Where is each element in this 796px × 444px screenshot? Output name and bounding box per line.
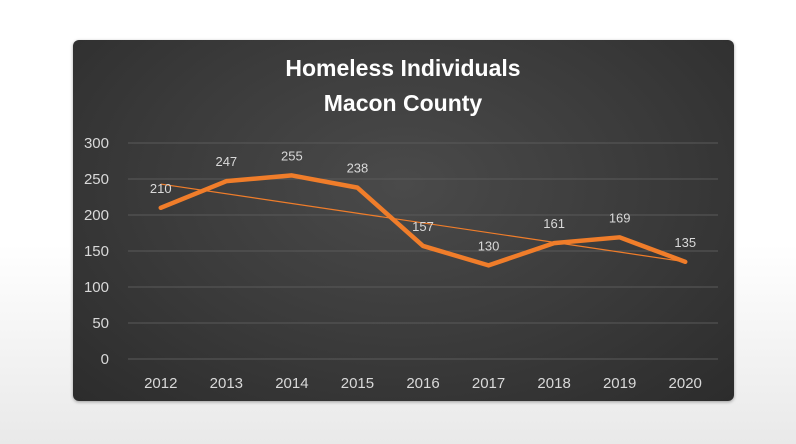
data-label: 255 <box>281 148 303 163</box>
y-tick-label: 50 <box>92 315 109 332</box>
x-tick-label: 2019 <box>603 375 636 392</box>
data-label: 135 <box>674 235 696 250</box>
chart-title-line-2: Macon County <box>324 90 483 116</box>
data-label: 130 <box>478 238 500 253</box>
x-tick-label: 2018 <box>537 375 570 392</box>
y-tick-label: 200 <box>84 207 109 224</box>
data-label: 161 <box>543 216 565 231</box>
y-tick-label: 0 <box>101 351 109 368</box>
line-chart: Homeless Individuals Macon County 0 50 100… <box>84 55 718 392</box>
y-tick-label: 300 <box>84 135 109 152</box>
chart-card: Homeless Individuals Macon County 0 50 100… <box>73 40 734 401</box>
data-label: 169 <box>609 210 631 225</box>
x-tick-label: 2017 <box>472 375 505 392</box>
series-line <box>158 173 688 268</box>
y-tick-label: 250 <box>84 171 109 188</box>
data-label: 238 <box>347 161 369 176</box>
y-tick-label: 150 <box>84 243 109 260</box>
data-label: 157 <box>412 219 434 234</box>
chart-title-line-1: Homeless Individuals <box>285 55 520 81</box>
trendline <box>160 183 686 263</box>
x-tick-label: 2020 <box>669 375 702 392</box>
x-tick-label: 2012 <box>144 375 177 392</box>
x-tick-label: 2014 <box>275 375 308 392</box>
data-label: 247 <box>215 154 237 169</box>
y-tick-label: 100 <box>84 279 109 296</box>
x-tick-label: 2015 <box>341 375 374 392</box>
x-tick-label: 2013 <box>210 375 243 392</box>
x-tick-label: 2016 <box>406 375 439 392</box>
data-label: 210 <box>150 181 172 196</box>
